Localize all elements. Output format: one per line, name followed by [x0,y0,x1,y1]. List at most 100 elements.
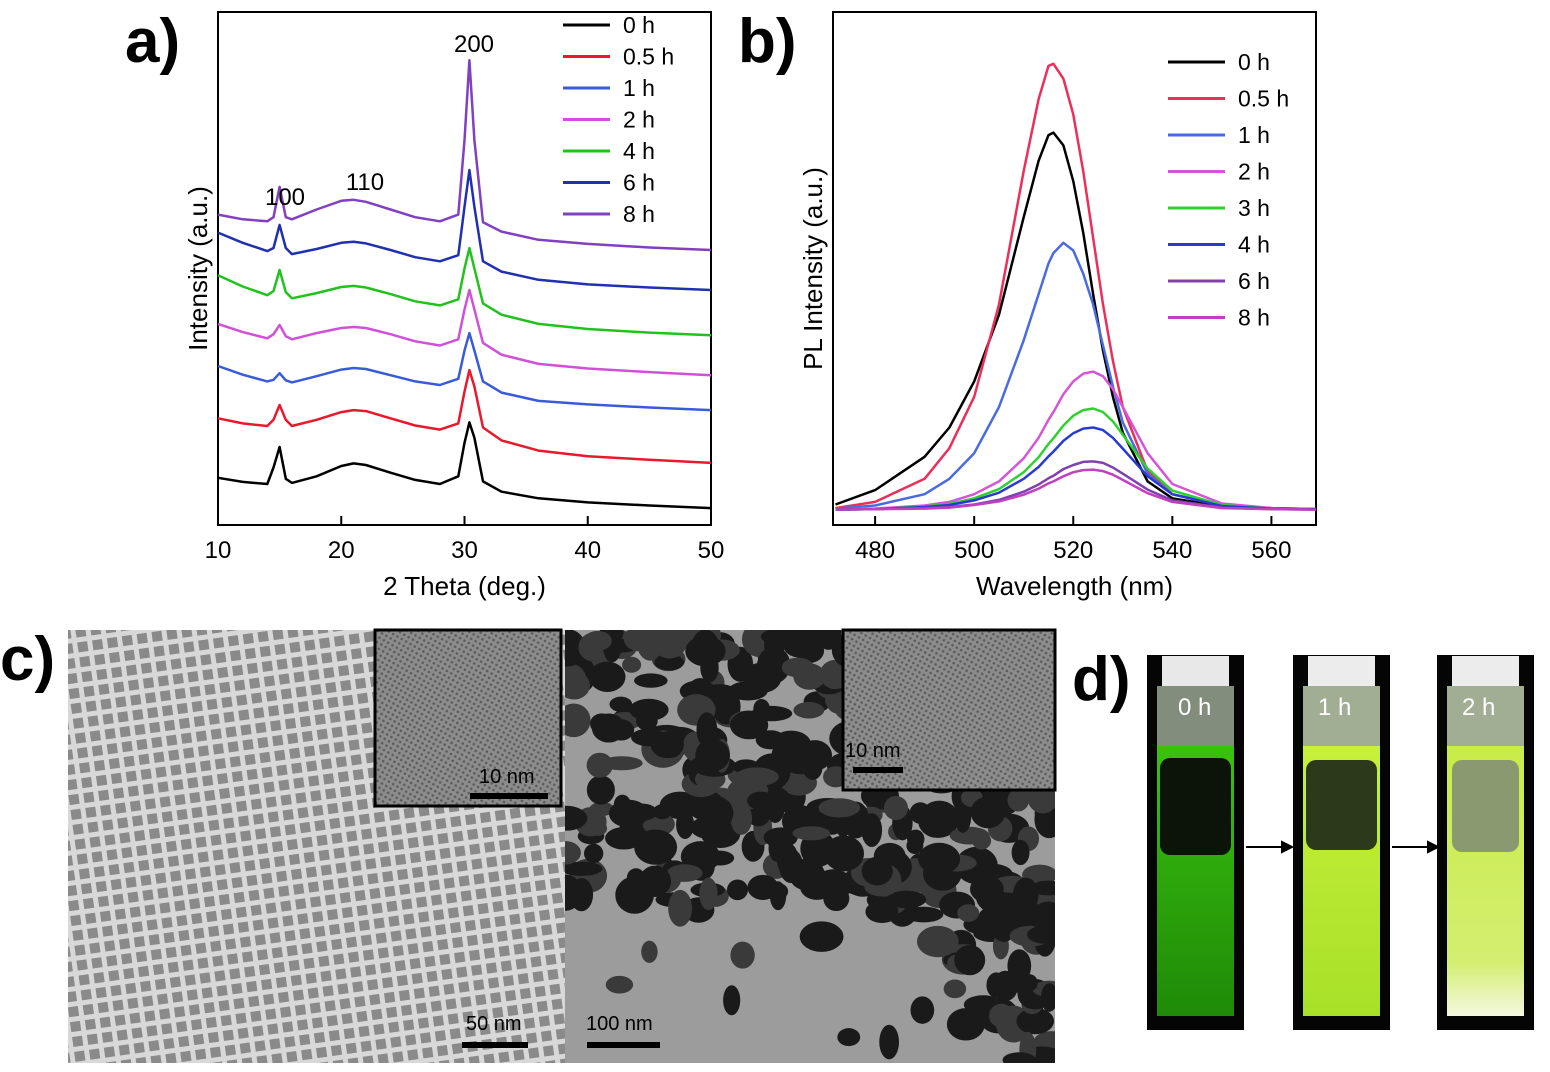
x-tick-label: 10 [205,537,232,564]
legend-label: 2 h [1238,159,1270,185]
blob [765,882,789,901]
blob [916,925,959,958]
blob [907,829,925,849]
blob [910,996,935,1024]
blob [879,1024,900,1060]
blob [685,635,726,667]
legend-label: 1 h [1238,122,1270,148]
x-tick-label: 520 [1053,537,1093,564]
blob [970,796,1006,829]
series-line [835,370,1317,511]
blob [954,944,986,976]
blob [1027,925,1055,944]
blob [588,820,608,836]
blob [1011,839,1030,866]
inset-left [373,628,563,808]
blob [886,890,927,909]
scale-bar-label: 100 nm [586,1013,653,1035]
blob [605,827,643,850]
blob [590,713,614,735]
series-line [217,368,712,465]
blob [608,719,635,741]
blob [730,941,755,969]
legend-label: 0.5 h [1238,86,1289,112]
vial: 0 h [1147,655,1244,1030]
x-tick-label: 560 [1251,537,1291,564]
blob [954,798,972,833]
blob [666,864,703,882]
arrows [1246,840,1441,854]
x-axis-label: 2 Theta (deg.) [383,571,546,601]
blob [635,711,658,731]
blob [586,775,615,805]
blob [1007,949,1032,983]
blob [957,904,980,922]
blob [705,850,735,866]
blob [641,940,658,963]
blob [569,877,594,912]
series-line [217,331,712,412]
blob [734,767,779,787]
series-line [835,407,1317,511]
blob [904,906,944,923]
vial-label: 0 h [1178,694,1211,721]
blob [565,630,586,667]
blob [918,842,961,875]
blob [989,1003,1015,1028]
vial: 1 h [1293,655,1390,1030]
blob [726,879,748,901]
vial-label: 2 h [1462,694,1495,721]
blob [623,630,656,652]
blob [639,865,672,898]
peak-annotation: 100 [265,184,305,211]
blob [565,703,591,738]
panel-label: d) [1072,645,1131,714]
blob [747,791,776,810]
y-axis-label: Intensity (a.u.) [183,186,213,351]
blob [946,1008,985,1041]
blob [730,802,753,835]
blob [586,752,613,778]
blob [583,630,612,651]
blob [793,702,825,719]
series-line [217,421,712,510]
x-tick-label: 500 [954,537,994,564]
series-line [835,131,1317,511]
blob [668,889,693,927]
blob [696,712,718,748]
blob [634,829,678,865]
blob [1040,983,1055,1012]
legend-label: 3 h [1238,195,1270,221]
blob [653,804,672,820]
blob [565,861,603,876]
blob [690,815,733,840]
blob [589,661,626,692]
blob [695,738,730,772]
blob [792,826,831,841]
x-tick-label: 50 [698,537,725,564]
series-line [217,288,712,377]
panel-label: c) [0,625,55,694]
blob [1020,974,1038,992]
vial: 2 h [1437,655,1534,1030]
blob [565,805,588,831]
scale-bar-label: 50 nm [466,1013,522,1035]
legend-label: 8 h [1238,305,1270,331]
blob [768,834,786,862]
panel-label: b) [738,7,797,76]
blob [654,654,685,671]
blob [823,835,865,872]
x-tick-label: 30 [451,537,478,564]
blob [917,802,957,838]
blob [1016,1007,1055,1035]
plot-frame [832,11,1317,526]
blob [634,673,668,688]
series-line [835,468,1317,511]
blob [969,875,1004,903]
blob [837,1028,861,1047]
blob [883,795,909,821]
blob [1031,901,1055,934]
blob [771,740,812,768]
x-tick-label: 480 [855,537,895,564]
